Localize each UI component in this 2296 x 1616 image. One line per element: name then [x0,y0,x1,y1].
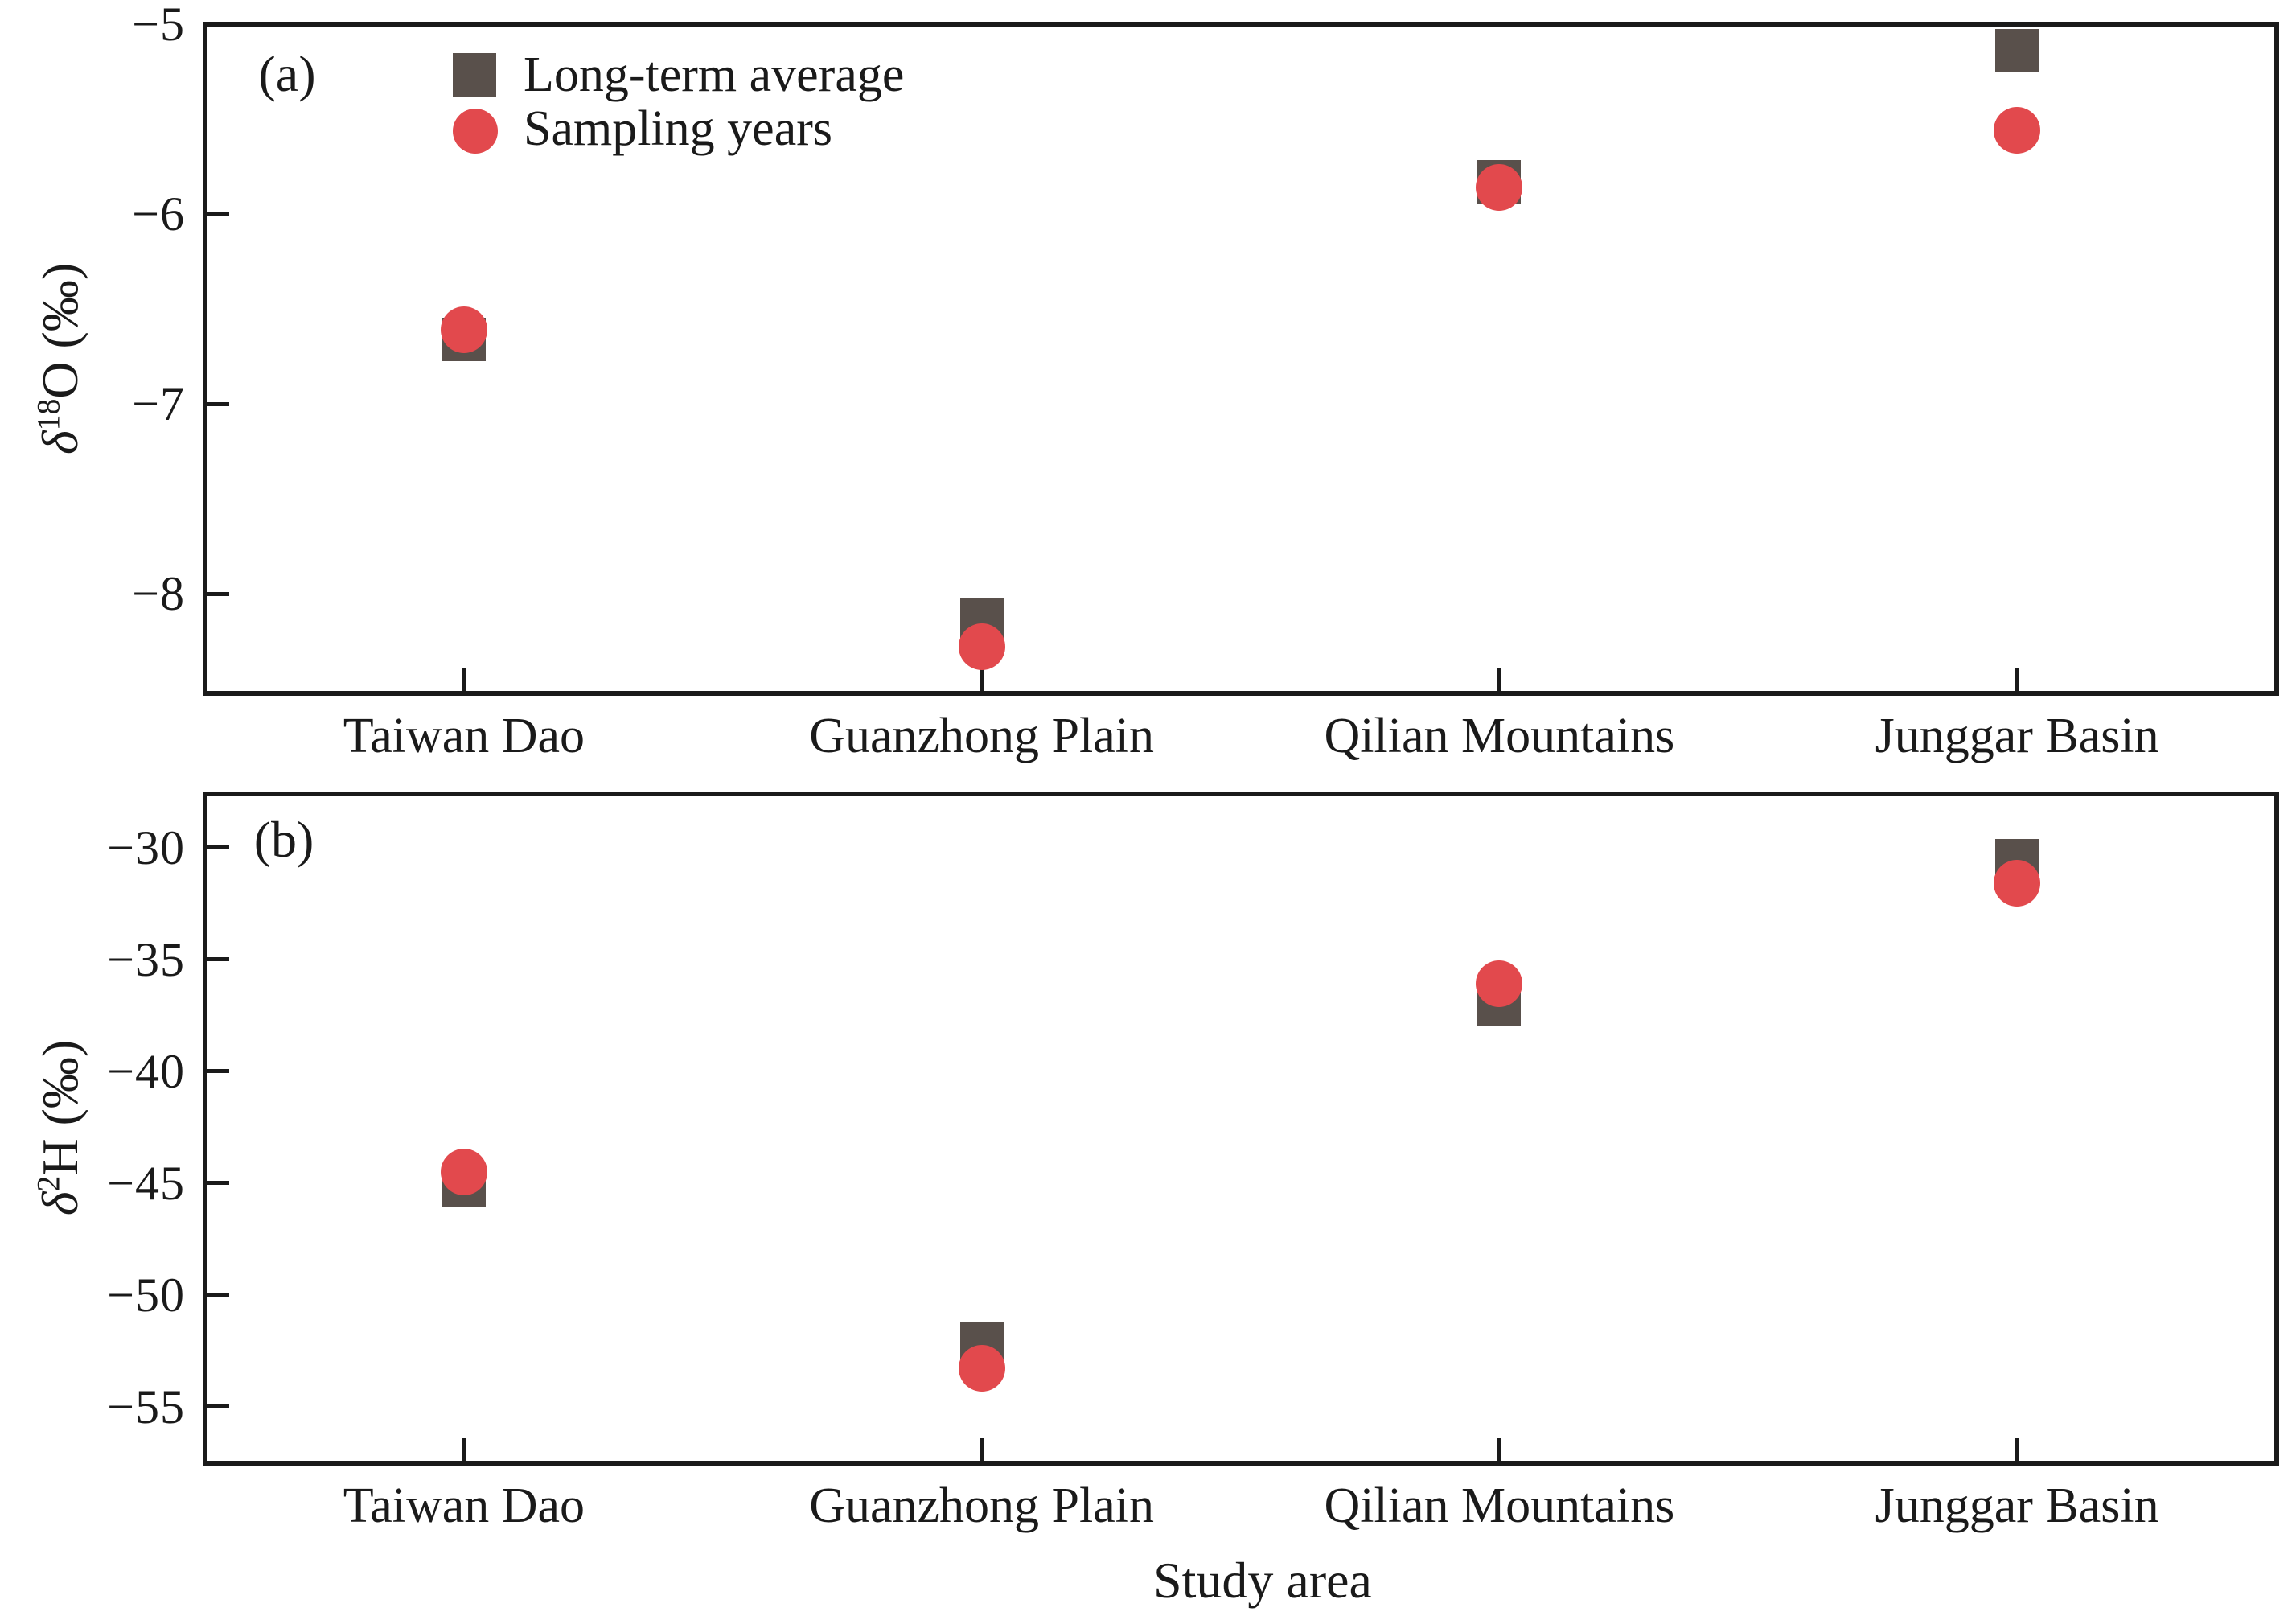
y-tick-label: −35 [107,932,185,986]
y-tick-mark [205,1293,229,1297]
y-tick-label: −40 [107,1044,185,1098]
x-category-label: Taiwan Dao [343,709,585,763]
y-tick-label: −30 [107,820,185,874]
x-category-label: Qilian Mountains [1324,1478,1675,1533]
panel-b-label: (b) [253,811,314,868]
x-tick-mark [980,1438,984,1462]
y-tick-mark [205,957,229,962]
delta-symbol: δ [31,430,88,455]
x-tick-mark [1497,1438,1501,1462]
y-tick-label: −45 [107,1156,185,1210]
y-tick-label: −6 [132,187,185,241]
x-tick-mark [462,1438,466,1462]
x-tick-mark [980,668,984,693]
marker-square-long-term-average [1995,29,2039,73]
y-tick-label: −55 [107,1380,185,1433]
legend-circle-marker-icon [453,109,498,154]
x-category-label: Guanzhong Plain [809,709,1155,763]
panel-a-label: (a) [258,45,316,102]
marker-circle-sampling-years [440,306,487,354]
panel-b-plot-frame [203,792,2279,1466]
marker-circle-sampling-years [1994,107,2041,154]
y-tick-mark [205,212,229,216]
panel-a-plot-frame [203,22,2279,696]
marker-circle-sampling-years [958,1345,1005,1392]
marker-circle-sampling-years [440,1148,487,1195]
x-axis-title: Study area [1153,1552,1372,1609]
x-tick-mark [1497,668,1501,693]
x-tick-mark [2015,1438,2019,1462]
legend-label: Long-term average [524,47,905,102]
marker-circle-sampling-years [1476,164,1523,212]
y-tick-mark [205,1069,229,1074]
y-tick-mark [205,591,229,596]
marker-circle-sampling-years [1476,960,1523,1008]
y-tick-label: −8 [132,567,185,621]
y-tick-mark [205,1404,229,1409]
marker-circle-sampling-years [1994,860,2041,907]
marker-circle-sampling-years [958,623,1005,671]
legend-square-marker-icon [453,53,496,97]
legend-label: Sampling years [524,101,832,156]
x-tick-mark [462,668,466,693]
x-category-label: Junggar Basin [1875,709,2159,763]
x-category-label: Guanzhong Plain [809,1478,1155,1533]
y-tick-mark [205,845,229,850]
y-tick-label: −7 [132,377,185,431]
y-tick-label: −50 [107,1268,185,1322]
x-category-label: Junggar Basin [1875,1478,2159,1533]
y-tick-label: −5 [132,0,185,51]
x-category-label: Qilian Mountains [1324,709,1675,763]
y-tick-mark [205,401,229,406]
x-category-label: Taiwan Dao [343,1478,585,1533]
y-tick-mark [205,1181,229,1186]
x-tick-mark [2015,668,2019,693]
